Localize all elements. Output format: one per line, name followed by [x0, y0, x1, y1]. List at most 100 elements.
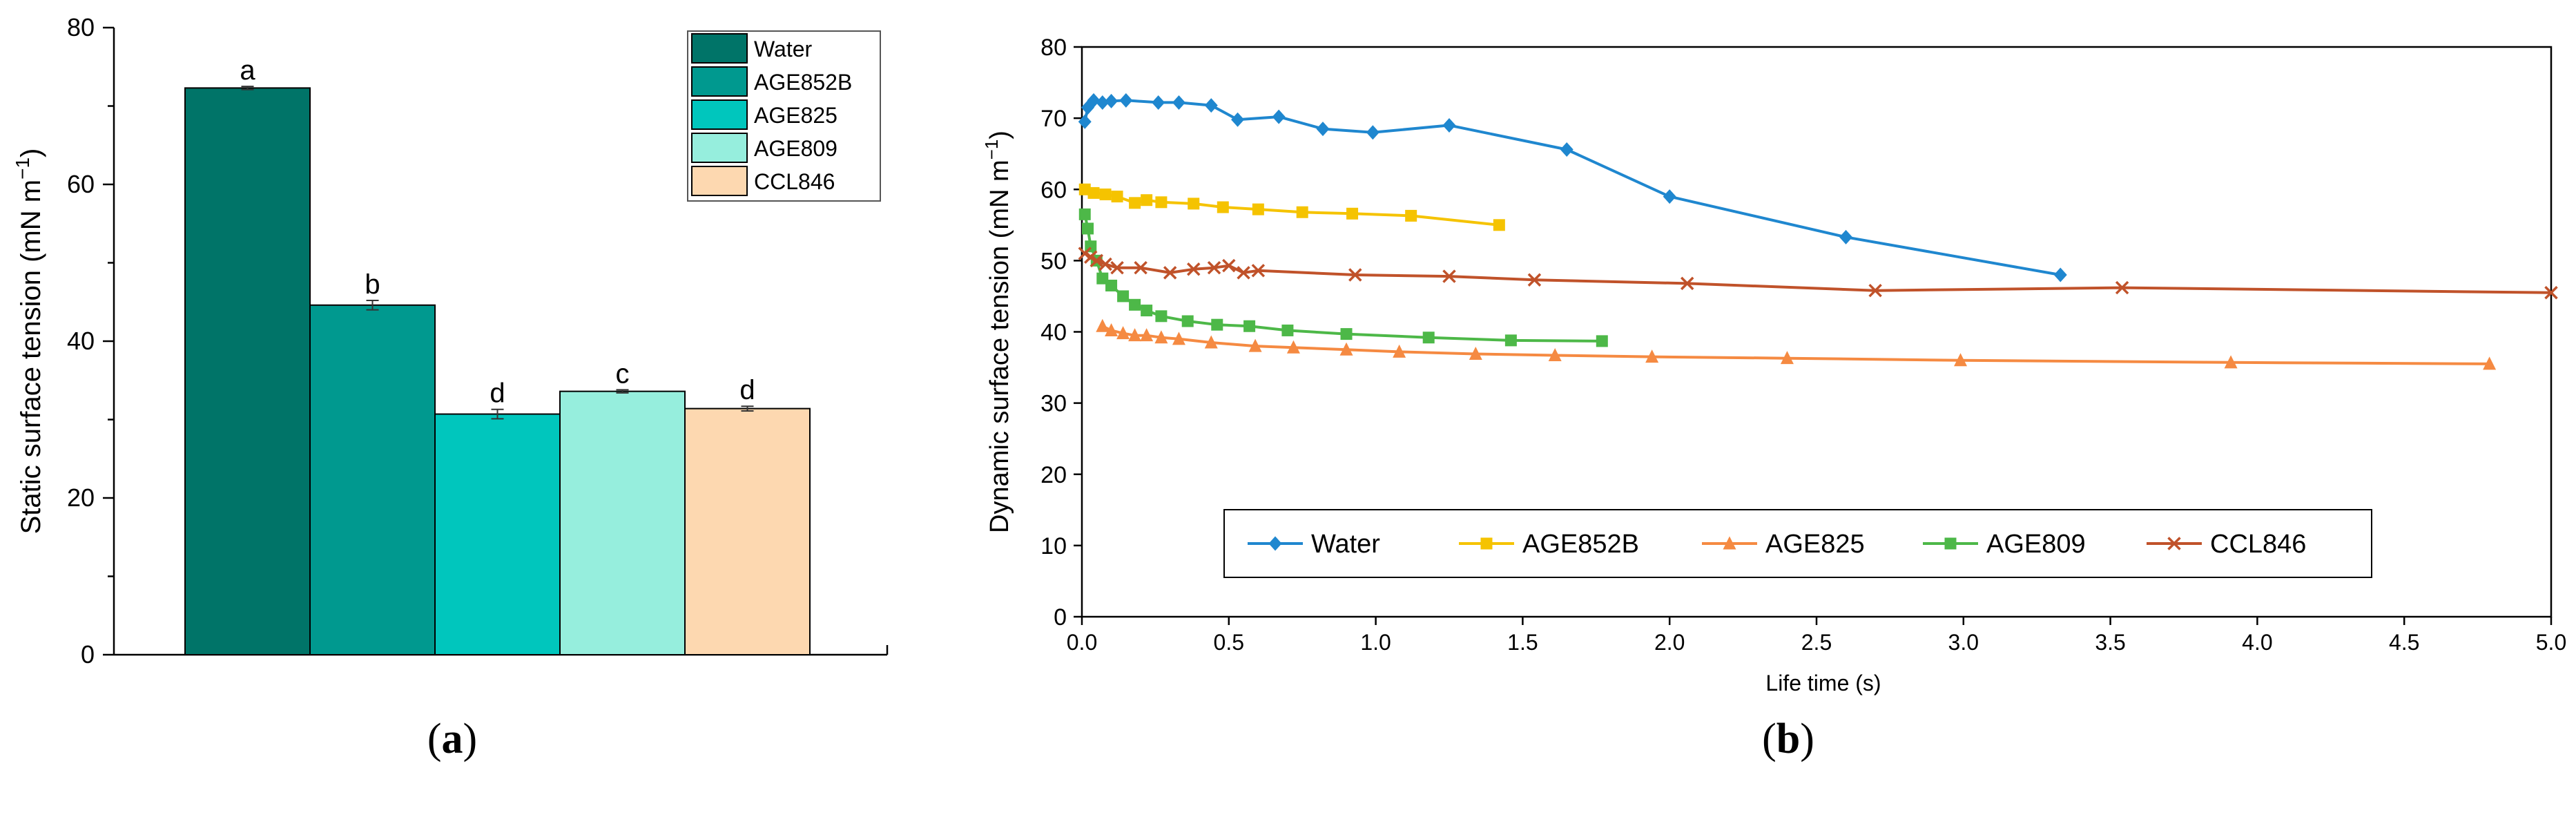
data-point-water	[1078, 114, 1092, 129]
x-axis-label: Life time (s)	[1765, 671, 1881, 695]
y-tick-label: 30	[1040, 391, 1067, 417]
data-point-age809	[1181, 315, 1194, 327]
legend-marker-stroke	[2167, 537, 2181, 550]
data-point-age852b	[1217, 201, 1229, 213]
data-point-water	[1560, 142, 1573, 157]
x-tick-label: 2.5	[1801, 630, 1832, 655]
data-point-ccl846-stroke	[1163, 266, 1177, 280]
significance-letter: d	[490, 378, 505, 409]
data-point-age809	[1078, 208, 1091, 220]
data-point-age852b	[1405, 209, 1417, 222]
y-tick-label: 20	[67, 483, 95, 512]
data-point-age825	[1096, 318, 1110, 332]
data-point-age825	[1154, 330, 1168, 344]
series-age852b	[1078, 183, 1505, 231]
bar-age809	[559, 390, 686, 655]
x-tick-label: 1.5	[1507, 630, 1538, 655]
significance-letter: d	[739, 375, 755, 405]
data-point-age809	[1243, 320, 1256, 332]
data-point-age809	[1281, 324, 1294, 336]
x-tick-label: 3.5	[2095, 630, 2125, 655]
legend-label: AGE825	[754, 103, 837, 128]
y-axis-label: Static surface tension (mN m−1)	[12, 148, 46, 535]
data-point-age825	[1128, 328, 1142, 342]
data-point-ccl846-stroke	[1084, 250, 1098, 264]
data-point-age825	[1286, 340, 1300, 354]
legend-swatch	[691, 33, 748, 64]
data-point-age825	[1204, 335, 1218, 349]
bar-water	[184, 87, 311, 655]
data-point-age809	[1129, 298, 1141, 311]
y-tick-label: 10	[1040, 533, 1067, 559]
data-point-age825	[1645, 349, 1659, 363]
data-point-age852b	[1111, 191, 1123, 203]
data-point-water	[1272, 109, 1286, 124]
data-point-age809	[1340, 328, 1353, 340]
data-point-water	[1105, 93, 1118, 108]
data-point-age852b	[1296, 206, 1308, 218]
data-point-age852b	[1099, 188, 1112, 200]
significance-letter: b	[365, 269, 380, 300]
x-tick-label: 2.0	[1654, 630, 1685, 655]
data-point-water	[1316, 122, 1330, 137]
data-point-age825	[1105, 323, 1118, 336]
significance-letter: a	[240, 55, 255, 86]
data-point-ccl846-stroke	[1442, 269, 1456, 283]
data-point-age852b	[1141, 194, 1153, 206]
data-point-age809	[1211, 318, 1223, 331]
x-tick-label: 0.5	[1214, 630, 1244, 655]
data-point-age809	[1504, 334, 1517, 347]
data-point-ccl846-stroke	[1110, 260, 1124, 275]
data-point-water	[1663, 189, 1676, 204]
data-point-ccl846-stroke	[1222, 258, 1236, 273]
x-tick-label: 3.0	[1948, 630, 1979, 655]
y-tick-label: 0	[1054, 604, 1067, 631]
y-tick-label: 0	[81, 640, 95, 669]
data-point-ccl846-stroke	[2544, 286, 2558, 300]
y-tick-label: 70	[1040, 106, 1067, 132]
x-tick-label: 1.0	[1360, 630, 1391, 655]
data-point-age852b	[1129, 197, 1141, 209]
data-point-age809	[1096, 272, 1109, 285]
panel-a-caption: (a)	[427, 715, 478, 762]
data-point-ccl846-stroke	[1251, 264, 1266, 278]
x-tick-label: 0.0	[1067, 630, 1097, 655]
legend-label: CCL846	[2210, 530, 2306, 559]
data-point-age825	[2483, 356, 2497, 370]
data-point-age852b	[1493, 219, 1505, 231]
data-point-age809	[1155, 310, 1168, 323]
data-point-age852b	[1346, 207, 1359, 220]
legend-label: CCL846	[754, 169, 835, 194]
data-point-age852b	[1155, 196, 1168, 209]
data-point-age852b	[1252, 203, 1264, 215]
data-point-age825	[1548, 348, 1562, 362]
data-point-age809	[1082, 222, 1094, 235]
legend-label: AGE825	[1765, 530, 1865, 559]
bar-chart: 0 20 40 60 80 Static surface tension (mN m−1)…	[12, 13, 889, 669]
legend-marker	[1480, 537, 1493, 550]
data-point-ccl846-stroke	[1680, 276, 1694, 291]
data-point-ccl846-stroke	[1078, 247, 1092, 260]
significance-letter: c	[616, 358, 630, 389]
series-age825	[1096, 318, 2497, 370]
legend-swatch	[691, 166, 748, 196]
x-tick-label: 5.0	[2536, 630, 2566, 655]
y-tick-label: 40	[1040, 320, 1067, 346]
data-point-age825	[1116, 326, 1130, 340]
y-tick-label: 60	[1040, 177, 1067, 203]
data-point-ccl846-stroke	[1098, 257, 1112, 271]
data-point-age852b	[1188, 198, 1200, 210]
data-point-water	[1119, 93, 1133, 108]
data-point-ccl846-stroke	[1868, 283, 1882, 298]
bar-ccl846	[684, 407, 811, 655]
legend-marker	[1268, 536, 1282, 551]
data-point-ccl846-stroke	[1090, 253, 1104, 268]
data-point-water	[1204, 98, 1218, 113]
data-point-ccl846-stroke	[1186, 262, 1201, 276]
data-point-ccl846-stroke	[1348, 268, 1362, 282]
data-point-ccl846-stroke	[1207, 260, 1221, 275]
data-point-ccl846-stroke	[2115, 280, 2129, 295]
data-point-age809	[1105, 279, 1118, 291]
data-point-age809	[1141, 305, 1153, 317]
data-point-water	[1366, 125, 1379, 140]
